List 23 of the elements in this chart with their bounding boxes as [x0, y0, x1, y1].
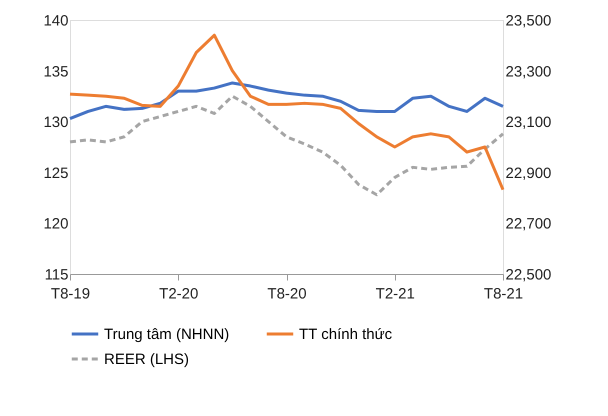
y2-tick-label: 22,900: [506, 164, 552, 182]
x-tick-label: T2-21: [376, 286, 415, 302]
y2-tick-label: 23,300: [506, 63, 552, 80]
y-tick-label: 115: [44, 266, 68, 284]
legend-label: Trung tâm (NHNN): [104, 326, 230, 343]
y-tick-label: 125: [43, 164, 68, 182]
line-series: [68, 34, 504, 192]
line-series: [68, 81, 504, 120]
y2-tick-label: 22,700: [506, 216, 552, 233]
x-tick-label: T2-20: [159, 286, 198, 302]
x-tick-label: T8-20: [267, 286, 307, 302]
legend-label: TT chính thức: [299, 326, 393, 343]
legend-label: REER (LHS): [104, 351, 190, 368]
line-series: [68, 94, 504, 196]
x-tick-label: T8-21: [484, 286, 524, 302]
y2-tick-label: 22,500: [506, 266, 552, 284]
y2-tick-label: 23,500: [506, 12, 552, 30]
y-tick-label: 135: [43, 63, 68, 80]
x-tick-label: T8-19: [50, 286, 90, 302]
y-tick-label: 120: [43, 216, 68, 233]
y-tick-label: 140: [43, 12, 68, 30]
y2-tick-label: 23,100: [506, 114, 552, 132]
y-tick-label: 130: [43, 114, 68, 132]
